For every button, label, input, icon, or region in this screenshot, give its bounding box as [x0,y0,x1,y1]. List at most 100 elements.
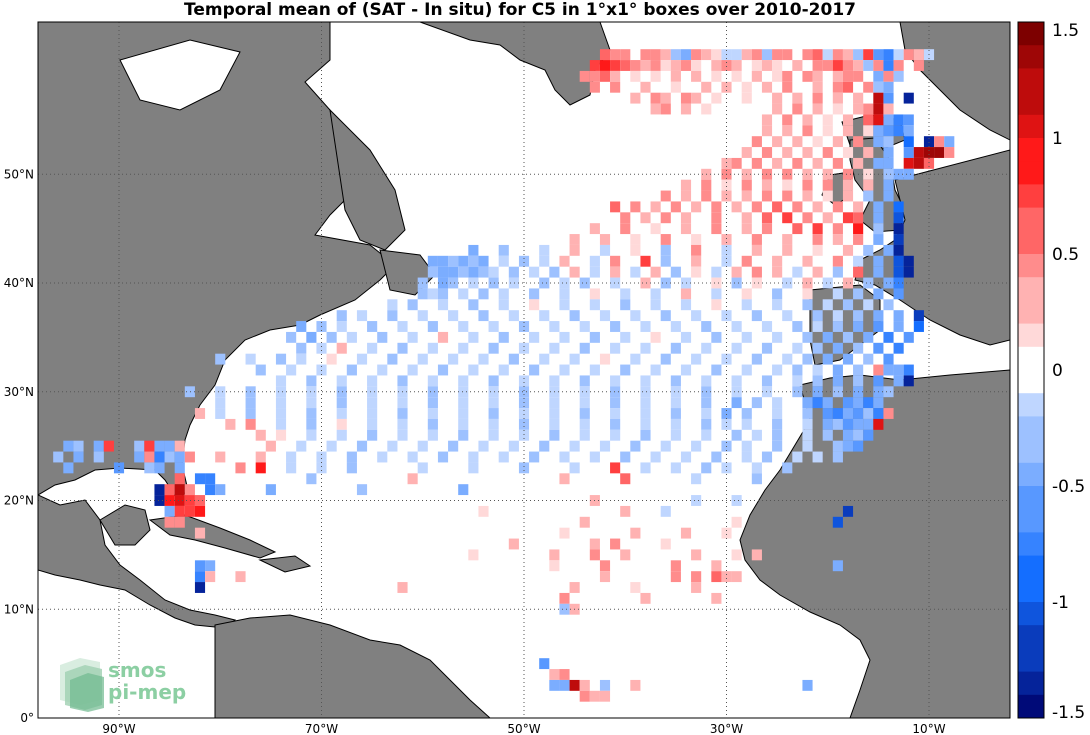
heatmap-cell [903,364,914,376]
heatmap-cell [488,386,499,398]
heatmap-cell [437,331,449,343]
heatmap-cell [782,125,793,137]
heatmap-cell [397,408,408,419]
africa-landmass [739,369,1010,718]
heatmap-cell [164,505,175,517]
heatmap-cell [427,397,438,409]
heatmap-cell [306,408,317,419]
heatmap-cell [265,440,276,452]
heatmap-cell [336,342,347,354]
heatmap-cell [275,386,287,398]
heatmap-cell [529,299,540,311]
heatmap-cell [640,429,651,441]
heatmap-cell [610,70,621,82]
heatmap-cell [589,266,600,278]
heatmap-cell [863,299,874,311]
heatmap-cell [346,451,357,463]
heatmap-cell [883,70,894,82]
heatmap-cell [275,429,287,441]
heatmap-cell [427,386,438,398]
heatmap-cell [853,255,864,267]
heatmap-cell [691,549,702,561]
heatmap-cell [660,103,671,115]
heatmap-cell [174,484,185,496]
heatmap-cell [569,244,580,256]
heatmap-cell [306,331,317,343]
heatmap-cell [873,223,884,235]
heatmap-cell [853,397,864,409]
heatmap-cell [610,538,621,550]
heatmap-cell [559,288,570,300]
heatmap-cell [569,462,580,474]
labrador-coast [329,108,406,251]
heatmap-cell [205,484,216,496]
heatmap-cell [680,288,692,300]
heatmap-cell [245,418,256,430]
heatmap-cell [549,429,560,441]
heatmap-cell [873,201,884,213]
heatmap-cell [640,81,651,93]
heatmap-cell [670,408,681,419]
axis-tick-labels: 90°W 70°W 50°W 30°W 10°W 0° 10°N 20°N 30°N 40°N 50… [4,167,946,735]
heatmap-cell [275,408,287,419]
heatmap-cell [822,168,833,180]
heatmap-cell [468,364,479,376]
heatmap-cell [539,244,550,256]
heatmap-cell [731,516,742,528]
heatmap-cell [802,277,813,289]
heatmap-cell [853,321,864,332]
heatmap-cell [306,418,317,430]
longitude-tick-label: 10°W [912,722,945,735]
heatmap-cell [731,49,742,61]
heatmap-cell [701,418,712,430]
heatmap-cell [731,397,742,409]
heatmap-cell [711,451,722,463]
heatmap-cell [579,386,590,398]
latitude-tick-label: 40°N [4,276,34,290]
heatmap-cell [802,679,813,691]
heatmap-cell [863,103,874,115]
heatmap-cell [761,190,773,202]
heatmap-cell [853,310,864,322]
colorbar-step [1018,45,1044,69]
heatmap-cell [610,462,621,474]
heatmap-cell [245,353,256,365]
heatmap-cell [832,342,843,354]
colorbar-tick-labels: 1.5 1 0.5 0 -0.5 -1 -1.5 [1052,21,1085,723]
heatmap-cell [468,266,479,278]
heatmap-cell [154,484,165,496]
heatmap-cell [772,418,783,430]
heatmap-cell [842,277,854,289]
heatmap-cell [650,49,661,61]
heatmap-cell [853,60,864,71]
logo-stack-icon [60,658,104,712]
heatmap-cell [448,440,459,452]
map-title: Temporal mean of (SAT - In situ) for C5 … [184,0,856,20]
heatmap-cell [569,234,580,245]
heatmap-cell [883,353,894,365]
heatmap-cell [275,397,287,409]
heatmap-cell [174,451,185,463]
heatmap-cell [741,299,752,311]
heatmap-cell [842,125,854,137]
heatmap-cell [863,353,874,365]
heatmap-cell [306,386,317,398]
heatmap-cell [306,429,317,441]
heatmap-cell [680,527,692,539]
heatmap-cell [306,375,317,387]
heatmap-cell [599,310,611,322]
heatmap-cell [650,266,661,278]
heatmap-cell [751,277,762,289]
heatmap-cell [336,310,347,322]
heatmap-cell [610,375,621,387]
heatmap-cell [660,440,671,452]
heatmap-cell [944,136,955,148]
heatmap-cell [873,212,884,224]
colorbar-step [1018,555,1044,580]
longitude-tick-label: 90°W [102,722,135,735]
heatmap-cell [620,549,631,561]
heatmap-cell [873,103,884,115]
heatmap-cell [660,255,671,267]
heatmap-cell [154,451,165,463]
